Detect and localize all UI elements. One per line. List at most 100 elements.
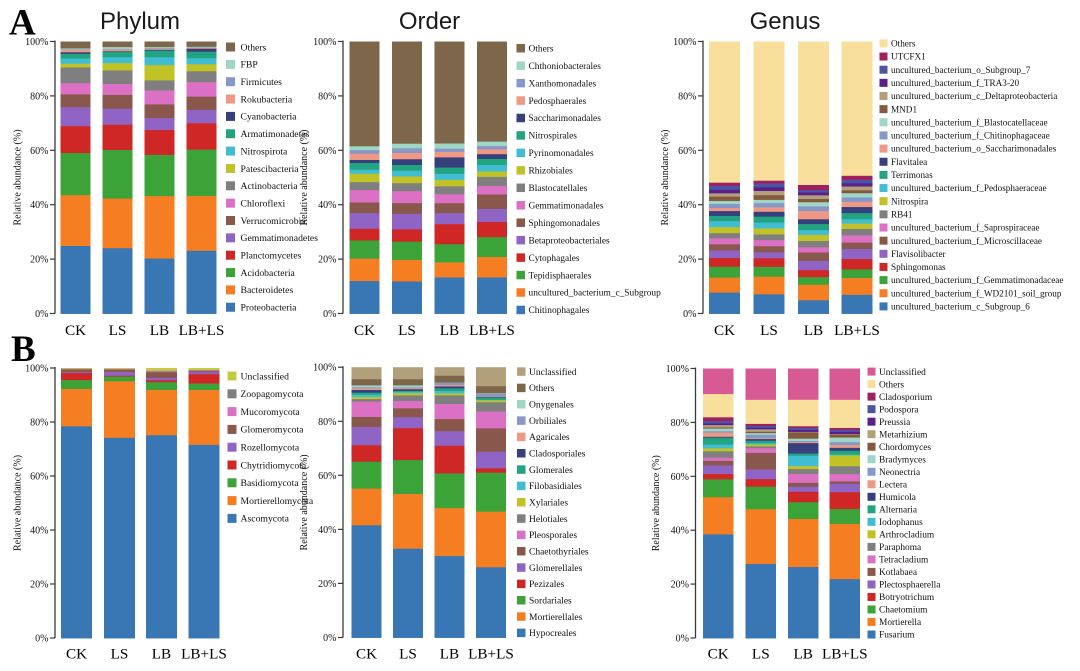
svg-text:60%: 60% xyxy=(671,472,689,483)
svg-text:Actinobacteria: Actinobacteria xyxy=(241,181,299,192)
svg-text:Unclassified: Unclassified xyxy=(241,371,290,382)
svg-text:100%: 100% xyxy=(25,364,48,375)
svg-text:Glomerales: Glomerales xyxy=(529,466,573,476)
svg-text:40%: 40% xyxy=(671,526,689,537)
svg-text:Acidobacteria: Acidobacteria xyxy=(241,268,296,279)
svg-text:LS: LS xyxy=(398,322,416,339)
svg-text:LB: LB xyxy=(150,322,169,339)
svg-text:A: A xyxy=(9,3,36,44)
svg-text:Helotiales: Helotiales xyxy=(529,515,568,525)
svg-text:20%: 20% xyxy=(318,579,336,590)
svg-text:Nitrospira: Nitrospira xyxy=(891,196,928,206)
svg-text:20%: 20% xyxy=(671,580,689,591)
svg-text:80%: 80% xyxy=(671,418,689,429)
svg-text:Cytophagales: Cytophagales xyxy=(529,254,580,264)
svg-text:Relative abundance (%): Relative abundance (%) xyxy=(299,129,310,225)
svg-text:Hypocreales: Hypocreales xyxy=(529,629,577,639)
svg-text:Others: Others xyxy=(529,384,555,394)
svg-text:Zoopagomycota: Zoopagomycota xyxy=(241,389,305,400)
svg-text:100%: 100% xyxy=(313,363,336,374)
svg-text:Relative abundance (%): Relative abundance (%) xyxy=(13,455,24,551)
svg-text:MND1: MND1 xyxy=(891,104,917,114)
svg-text:Mortierella: Mortierella xyxy=(879,618,922,628)
svg-text:uncultured_bacterium_c_Subgrou: uncultured_bacterium_c_Subgroup xyxy=(529,289,662,299)
svg-text:CK: CK xyxy=(708,646,729,663)
svg-text:80%: 80% xyxy=(318,417,336,428)
svg-text:Pyrinomonadales: Pyrinomonadales xyxy=(529,149,594,159)
svg-text:Relative abundance (%): Relative abundance (%) xyxy=(660,129,671,225)
svg-text:UTCFX1: UTCFX1 xyxy=(891,52,926,62)
svg-text:Pezizales: Pezizales xyxy=(529,580,565,590)
svg-text:LB: LB xyxy=(804,322,823,339)
svg-text:Cyanobacteria: Cyanobacteria xyxy=(241,112,298,123)
svg-text:Sphingomonas: Sphingomonas xyxy=(891,262,946,272)
svg-text:Bradymyces: Bradymyces xyxy=(879,455,926,465)
svg-text:LB: LB xyxy=(440,646,459,663)
svg-text:uncultured_bacterium_f_Chitino: uncultured_bacterium_f_Chitinophagaceae xyxy=(891,131,1050,141)
svg-text:40%: 40% xyxy=(678,200,696,211)
svg-text:60%: 60% xyxy=(30,146,48,157)
svg-text:uncultured_bacterium_f_Gemmati: uncultured_bacterium_f_Gemmatimonadaceae xyxy=(891,275,1063,285)
svg-text:Nitrospirota: Nitrospirota xyxy=(241,146,289,157)
svg-text:Blastocatellales: Blastocatellales xyxy=(529,184,588,194)
svg-text:CK: CK xyxy=(66,646,87,663)
svg-text:LB+LS: LB+LS xyxy=(179,322,225,339)
svg-text:LB+LS: LB+LS xyxy=(834,322,880,339)
svg-text:Others: Others xyxy=(241,42,267,53)
svg-text:Xylariales: Xylariales xyxy=(529,498,568,508)
svg-text:Betaproteobacteriales: Betaproteobacteriales xyxy=(529,236,611,246)
svg-text:20%: 20% xyxy=(678,255,696,266)
svg-text:LB+LS: LB+LS xyxy=(468,646,514,663)
svg-text:Chaetomium: Chaetomium xyxy=(879,606,928,616)
svg-text:Sordariales: Sordariales xyxy=(529,596,572,606)
svg-text:Others: Others xyxy=(891,39,916,49)
svg-text:Terrimonas: Terrimonas xyxy=(891,170,933,180)
svg-text:LB: LB xyxy=(440,322,459,339)
svg-text:Proteobacteria: Proteobacteria xyxy=(241,303,298,314)
svg-text:Pedosphaerales: Pedosphaerales xyxy=(529,97,587,107)
svg-text:Saccharimonadales: Saccharimonadales xyxy=(529,114,602,124)
svg-text:CK: CK xyxy=(356,646,377,663)
svg-text:Chordomyces: Chordomyces xyxy=(879,443,931,453)
svg-text:Armatimonadetes: Armatimonadetes xyxy=(241,129,310,140)
svg-text:Tepidisphaerales: Tepidisphaerales xyxy=(529,271,592,281)
svg-text:0%: 0% xyxy=(683,309,696,320)
svg-text:LB+LS: LB+LS xyxy=(822,646,868,663)
svg-text:20%: 20% xyxy=(30,580,48,591)
svg-text:Chthoniobacterales: Chthoniobacterales xyxy=(529,62,602,72)
svg-text:0%: 0% xyxy=(323,633,336,644)
svg-text:LB+LS: LB+LS xyxy=(181,646,227,663)
svg-text:Alternaria: Alternaria xyxy=(879,506,918,516)
svg-text:Filobasidiales: Filobasidiales xyxy=(529,482,582,492)
svg-text:Agaricales: Agaricales xyxy=(529,433,570,443)
svg-text:Iodophanus: Iodophanus xyxy=(879,518,923,528)
svg-text:uncultured_bacterium_f_TRA3-20: uncultured_bacterium_f_TRA3-20 xyxy=(891,78,1019,88)
svg-text:60%: 60% xyxy=(318,471,336,482)
svg-text:Bacteroidetes: Bacteroidetes xyxy=(241,285,294,296)
svg-text:Basidiomycota: Basidiomycota xyxy=(241,478,300,489)
svg-text:Rozellomycota: Rozellomycota xyxy=(241,443,300,454)
svg-text:Mortierellomycota: Mortierellomycota xyxy=(241,496,314,507)
svg-text:Chloroflexi: Chloroflexi xyxy=(241,198,286,209)
svg-text:Tetracladium: Tetracladium xyxy=(879,556,929,566)
svg-text:Mucoromycota: Mucoromycota xyxy=(241,407,301,418)
svg-text:Kotlabaea: Kotlabaea xyxy=(879,568,918,578)
svg-text:Relative abundance (%): Relative abundance (%) xyxy=(651,455,662,551)
svg-text:RB41: RB41 xyxy=(891,209,913,219)
svg-text:Chitinophagales: Chitinophagales xyxy=(529,306,590,316)
svg-text:100%: 100% xyxy=(25,37,48,48)
svg-text:LB: LB xyxy=(793,646,812,663)
svg-text:Paraphoma: Paraphoma xyxy=(879,543,922,553)
svg-text:Mortierellales: Mortierellales xyxy=(529,613,583,623)
svg-text:Humicola: Humicola xyxy=(879,493,917,503)
svg-text:100%: 100% xyxy=(313,37,336,48)
svg-text:CK: CK xyxy=(65,322,86,339)
svg-text:Neonectria: Neonectria xyxy=(879,468,921,478)
svg-text:Patescibacteria: Patescibacteria xyxy=(241,164,300,175)
svg-text:Ascomycota: Ascomycota xyxy=(241,514,290,525)
svg-text:60%: 60% xyxy=(318,146,336,157)
svg-text:uncultured_bacterium_c_Deltapr: uncultured_bacterium_c_Deltaproteobacter… xyxy=(891,91,1057,101)
svg-text:LS: LS xyxy=(399,646,417,663)
svg-text:60%: 60% xyxy=(30,472,48,483)
svg-text:FBP: FBP xyxy=(241,60,258,71)
